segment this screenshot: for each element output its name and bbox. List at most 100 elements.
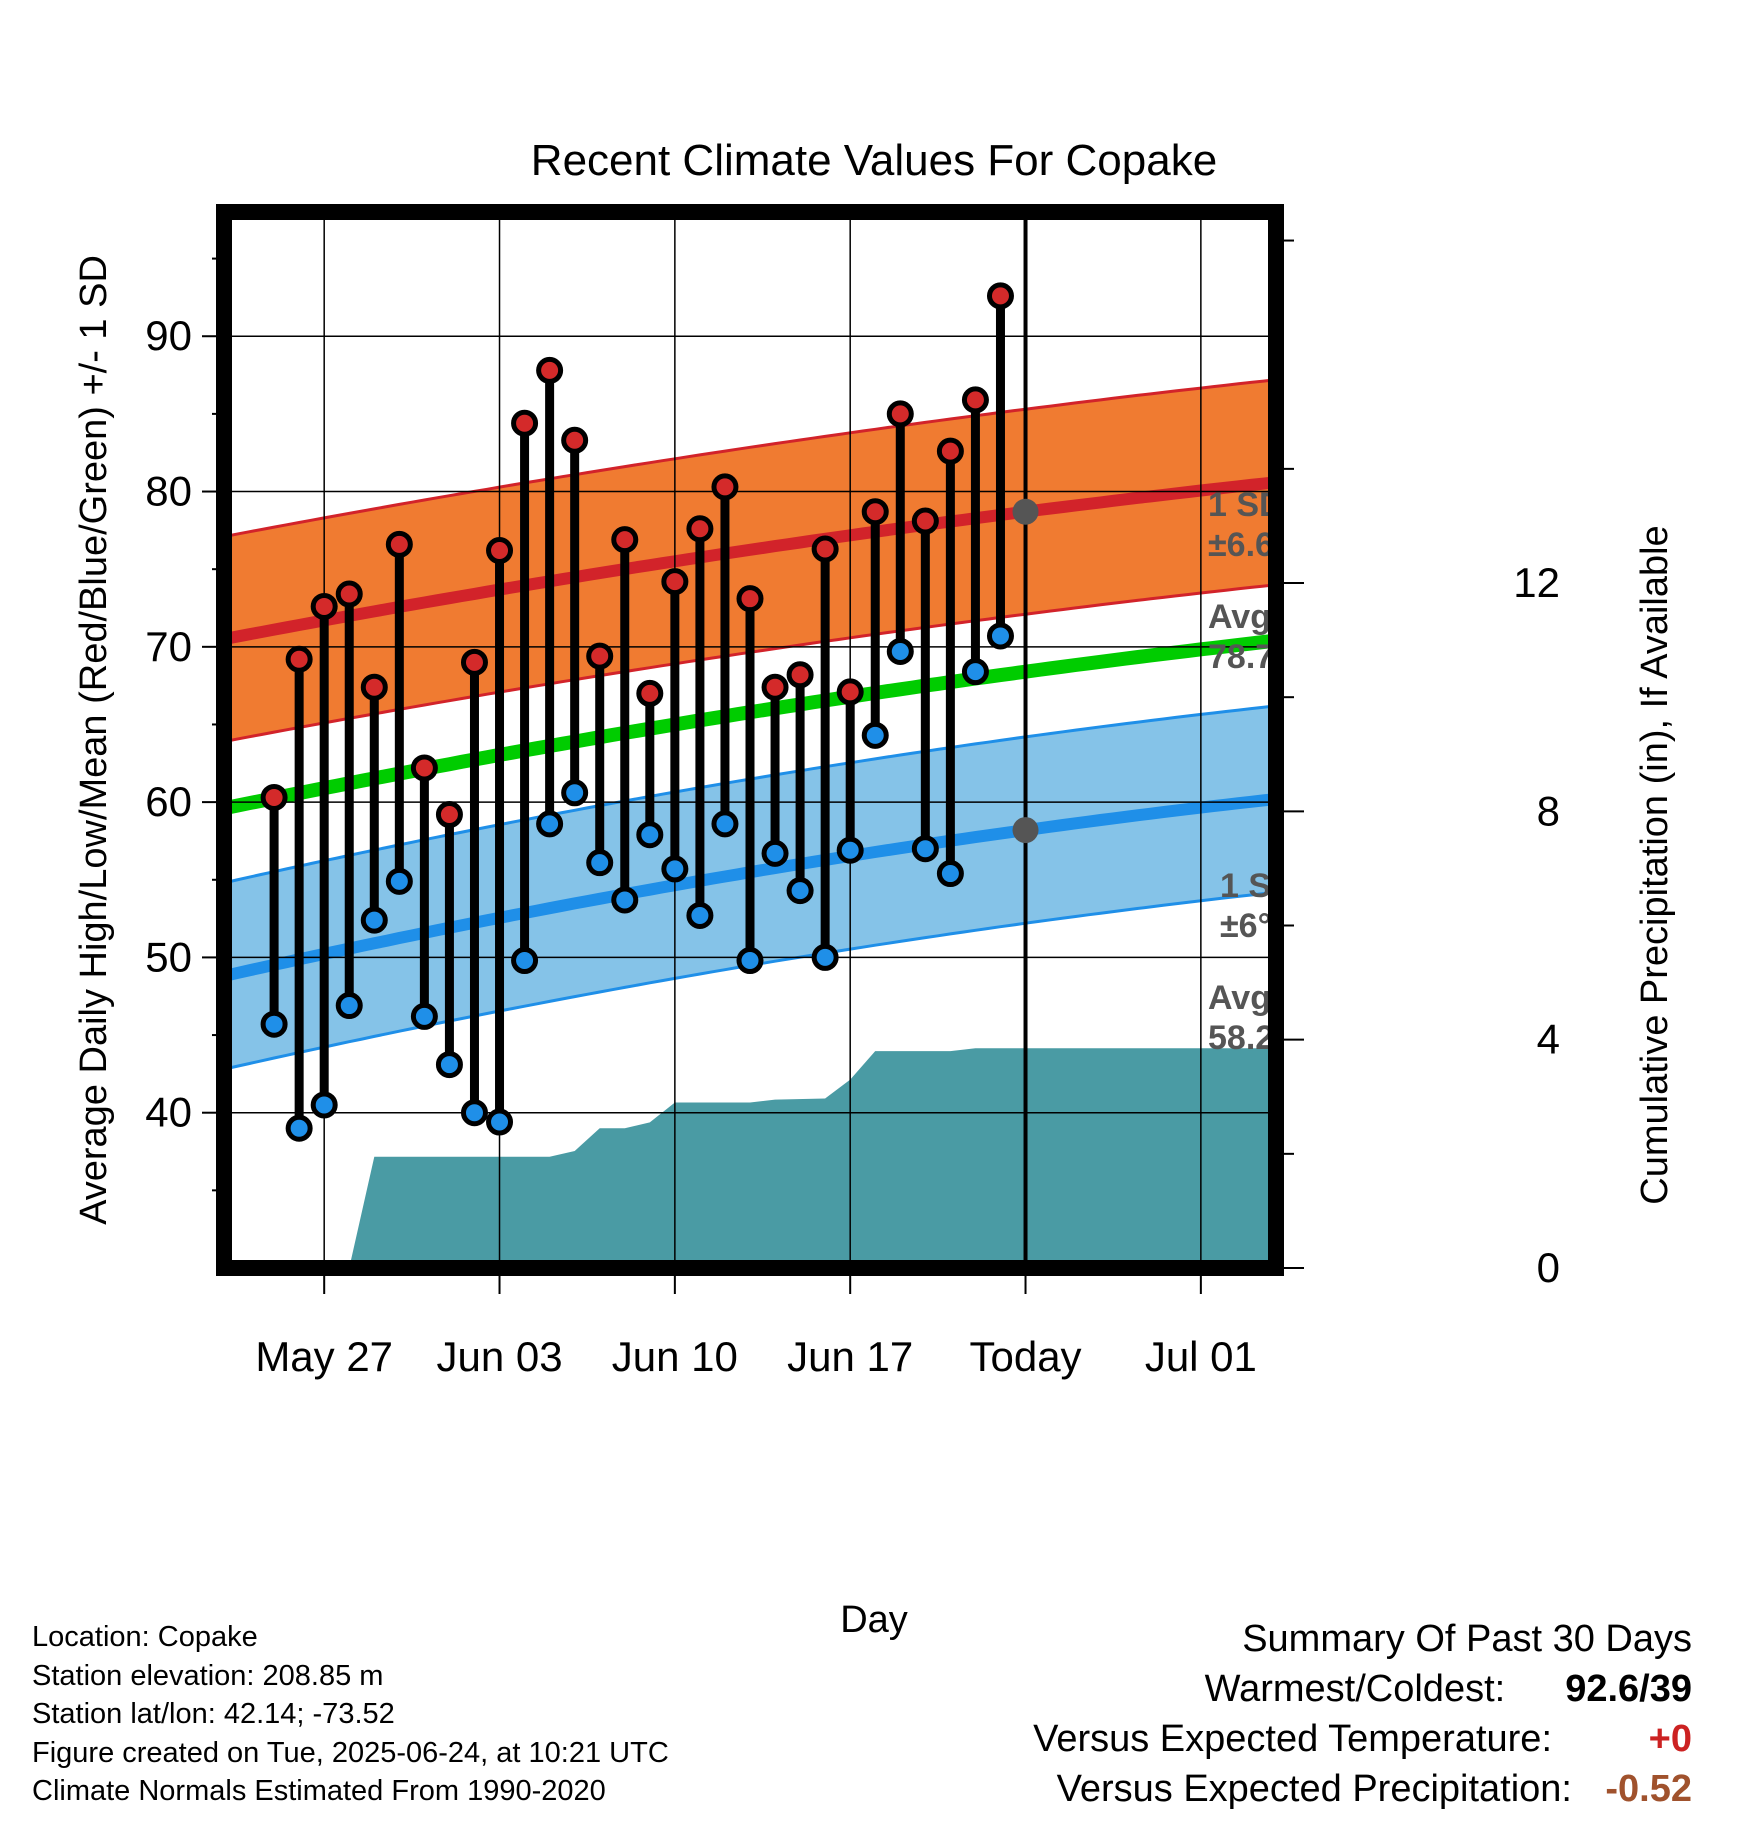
daily-low-point: [661, 855, 689, 883]
days-count-label: 30: [1204, 1380, 1244, 1421]
daily-low-point: [711, 810, 739, 838]
warm-cold-label: Warmest/Coldest:: [1204, 1668, 1506, 1710]
today-high-normal-marker: [1012, 498, 1039, 525]
station-info: Location: Copake Station elevation: 208.…: [32, 1618, 669, 1811]
daily-high-point: [711, 473, 739, 501]
daily-low-point: [511, 947, 539, 975]
high-sd-label: 1 SD:: [1208, 486, 1295, 524]
summary-title: Summary Of Past 30 Days: [1242, 1618, 1692, 1660]
y-tick-label: 50: [145, 933, 192, 980]
y-tick-label: 80: [145, 468, 192, 515]
y2-tick-label: 8: [1537, 787, 1560, 834]
x-tick-label: May 27: [255, 1333, 393, 1380]
daily-low-point: [861, 721, 889, 749]
daily-low-point: [911, 835, 939, 863]
daily-high-point: [586, 642, 614, 670]
daily-low-point: [686, 901, 714, 929]
chart-title: Recent Climate Values For Copake: [531, 136, 1217, 185]
daily-high-point: [536, 356, 564, 384]
daily-low-point: [886, 637, 914, 665]
daily-high-point: [986, 282, 1014, 310]
low-sd-value: ±6°F: [1220, 907, 1292, 945]
daily-low-point: [385, 867, 413, 895]
high-avg-label: Avg:: [1208, 598, 1282, 636]
daily-low-point: [986, 622, 1014, 650]
daily-low-point: [961, 658, 989, 686]
daily-high-point: [561, 426, 589, 454]
low-avg-label: Avg:: [1208, 979, 1282, 1017]
daily-high-point: [811, 535, 839, 563]
daily-high-point: [686, 515, 714, 543]
daily-low-point: [761, 839, 789, 867]
x-tick-label: Jun 10: [612, 1333, 738, 1380]
daily-low-point: [285, 1114, 313, 1142]
daily-high-point: [911, 507, 939, 535]
daily-high-point: [961, 386, 989, 414]
daily-high-point: [861, 498, 889, 526]
latlon-text: Station lat/lon: 42.14; -73.52: [32, 1698, 395, 1730]
daily-low-point: [836, 836, 864, 864]
daily-high-point: [410, 754, 438, 782]
y2-axis-title: Cumulative Precipitation (in), If Availa…: [1634, 525, 1676, 1204]
daily-high-point: [486, 537, 514, 565]
daily-low-point: [360, 906, 388, 934]
daily-low-point: [736, 947, 764, 975]
y-tick-label: 90: [145, 312, 192, 359]
x-tick-label: Today: [969, 1333, 1081, 1380]
daily-low-point: [486, 1108, 514, 1136]
daily-low-point: [786, 877, 814, 905]
daily-low-point: [561, 779, 589, 807]
daily-high-point: [335, 580, 363, 608]
daily-high-point: [260, 783, 288, 811]
temp-vs-expected-value: +0: [1648, 1718, 1692, 1760]
high-sd-value: ±6.6°F: [1208, 526, 1308, 564]
daily-high-point: [836, 678, 864, 706]
plot-frame: [216, 204, 1284, 1276]
daily-low-point: [811, 943, 839, 971]
x-tick-label: Jun 03: [436, 1333, 562, 1380]
normals-text: Climate Normals Estimated From 1990-2020: [32, 1775, 606, 1807]
precip-area: [349, 1048, 1276, 1268]
elevation-text: Station elevation: 208.85 m: [32, 1659, 384, 1692]
daily-high-point: [886, 400, 914, 428]
daily-high-point: [786, 661, 814, 689]
daily-high-point: [511, 409, 539, 437]
y-tick-label: 60: [145, 778, 192, 825]
daily-low-point: [435, 1051, 463, 1079]
x-tick-label: Jul 01: [1145, 1333, 1257, 1380]
daily-high-point: [661, 568, 689, 596]
daily-high-point: [611, 526, 639, 554]
daily-low-point: [335, 992, 363, 1020]
daily-high-point: [285, 645, 313, 673]
daily-low-point: [410, 1002, 438, 1030]
high-sd-upper-edge: [224, 378, 1276, 539]
high-avg-value: 78.7°F: [1208, 638, 1309, 676]
daily-low-point: [310, 1091, 338, 1119]
precip-vs-expected-value: -0.52: [1605, 1768, 1692, 1810]
daily-high-point: [936, 437, 964, 465]
daily-high-point: [310, 592, 338, 620]
daily-high-point: [761, 673, 789, 701]
y-axis-title: Average Daily High/Low/Mean (Red/Blue/Gr…: [73, 255, 115, 1225]
daily-high-point: [736, 585, 764, 613]
location-text: Location: Copake: [32, 1621, 258, 1653]
daily-low-point: [536, 810, 564, 838]
x-axis-title: Day: [840, 1599, 908, 1641]
daily-low-point: [611, 886, 639, 914]
precip-vs-expected-label: Versus Expected Precipitation:: [1056, 1768, 1572, 1810]
daily-low-point: [460, 1099, 488, 1127]
y2-tick-label: 4: [1537, 1016, 1560, 1063]
daily-high-point: [636, 679, 664, 707]
daily-low-point: [586, 849, 614, 877]
today-low-normal-marker: [1012, 817, 1039, 844]
summary-panel: Summary Of Past 30 Days Warmest/Coldest:…: [792, 1618, 1692, 1818]
daily-low-point: [936, 860, 964, 888]
y2-tick-label: 12: [1513, 559, 1560, 606]
low-sd-label: 1 SD:: [1220, 867, 1307, 905]
high-sd-band: [224, 379, 1276, 742]
daily-high-point: [385, 530, 413, 558]
created-text: Figure created on Tue, 2025-06-24, at 10…: [32, 1736, 669, 1769]
